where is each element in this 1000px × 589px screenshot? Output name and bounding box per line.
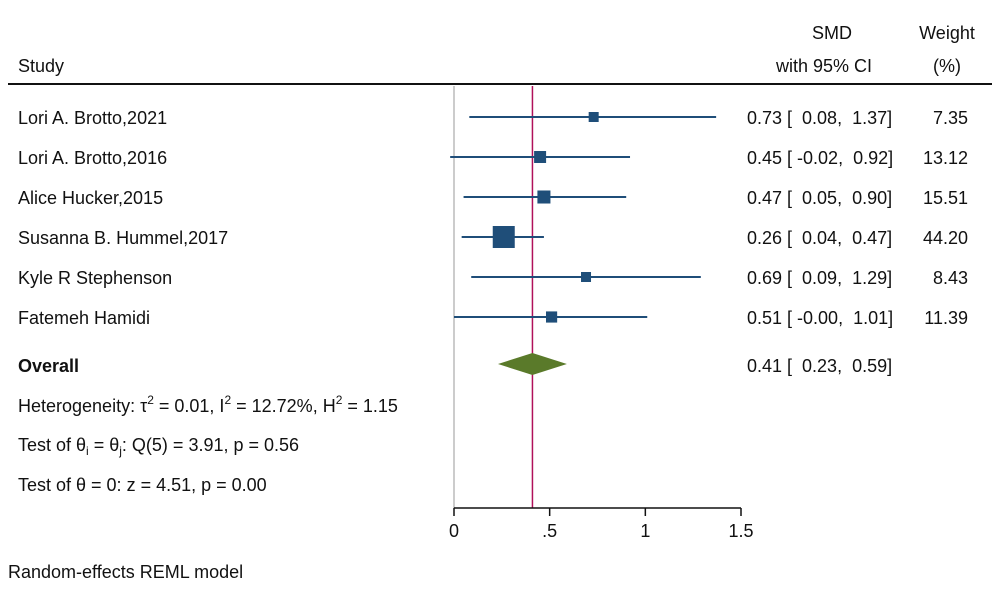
heterogeneity-text: Heterogeneity: τ2 = 0.01, I2 = 12.72%, H… (18, 393, 398, 416)
overall-ci-text: 0.41 [ 0.23, 0.59] (747, 356, 892, 376)
study-ci-text: 0.45 [ -0.02, 0.92] (747, 148, 893, 168)
overall-label: Overall (18, 356, 79, 376)
study-ci-text: 0.26 [ 0.04, 0.47] (747, 228, 892, 248)
study-ci-text: 0.51 [ -0.00, 1.01] (747, 308, 893, 328)
study-ci-text: 0.69 [ 0.09, 1.29] (747, 268, 892, 288)
study-effect-marker (545, 311, 558, 323)
header-weight: Weight (919, 23, 975, 43)
study-name: Alice Hucker,2015 (18, 188, 163, 208)
model-note: Random-effects REML model (8, 562, 243, 582)
study-weight: 44.20 (923, 228, 968, 248)
study-name: Fatemeh Hamidi (18, 308, 150, 328)
x-tick-label: 1.5 (728, 521, 753, 541)
study-weight: 7.35 (933, 108, 968, 128)
study-name: Susanna B. Hummel,2017 (18, 228, 228, 248)
study-weight: 8.43 (933, 268, 968, 288)
study-effect-marker (534, 151, 547, 163)
study-weight: 13.12 (923, 148, 968, 168)
study-rows: Lori A. Brotto,2021 0.73 [ 0.08, 1.37] 7.3… (18, 108, 968, 328)
x-tick-label: .5 (542, 521, 557, 541)
study-effect-marker (492, 226, 515, 248)
header-smd: SMD (812, 23, 852, 43)
study-effect-marker (581, 272, 592, 282)
x-tick-label: 0 (449, 521, 459, 541)
header-ci: with 95% CI (775, 56, 872, 76)
study-name: Lori A. Brotto,2016 (18, 148, 167, 168)
plot-marks (450, 86, 717, 508)
header-study: Study (18, 56, 64, 76)
test-zero-text: Test of θ = 0: z = 4.51, p = 0.00 (18, 475, 267, 495)
x-tick-label: 1 (640, 521, 650, 541)
study-name: Kyle R Stephenson (18, 268, 172, 288)
study-name: Lori A. Brotto,2021 (18, 108, 167, 128)
x-axis: 0 .5 1 1.5 (449, 507, 754, 541)
study-ci-text: 0.47 [ 0.05, 0.90] (747, 188, 892, 208)
study-ci-text: 0.73 [ 0.08, 1.37] (747, 108, 892, 128)
header-weight-unit: (%) (933, 56, 961, 76)
study-weight: 15.51 (923, 188, 968, 208)
study-weight: 11.39 (924, 308, 968, 328)
study-effect-marker (588, 112, 599, 122)
overall-diamond (498, 353, 567, 375)
test-equal-text: Test of θi = θj: Q(5) = 3.91, p = 0.56 (18, 435, 299, 458)
study-effect-marker (537, 190, 551, 204)
